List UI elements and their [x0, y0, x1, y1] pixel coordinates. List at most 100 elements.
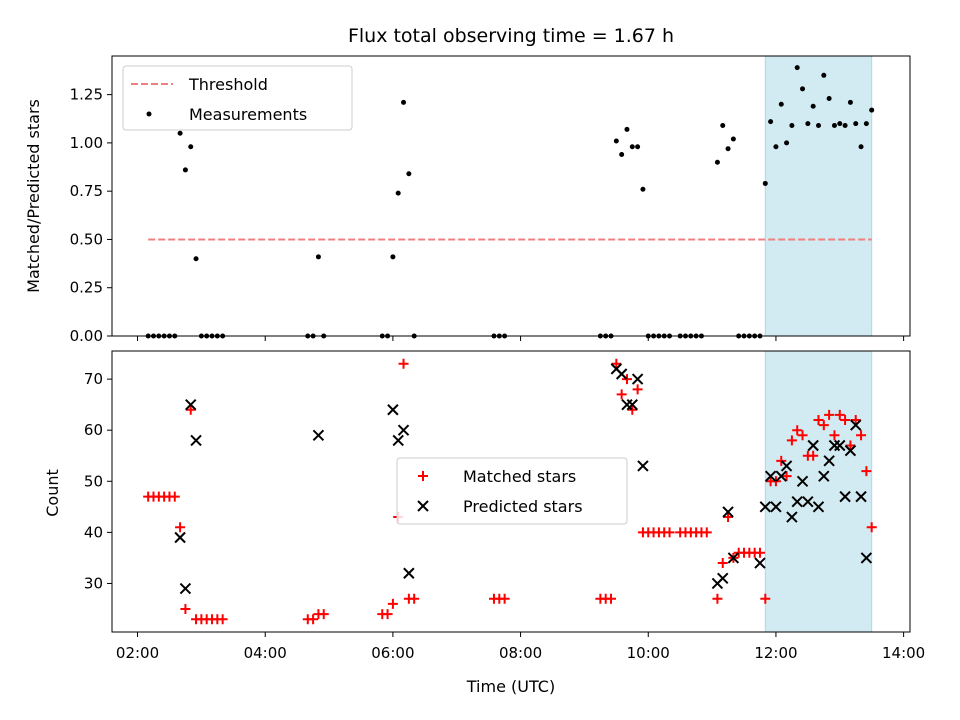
predicted-point: [791, 496, 803, 508]
matched-point: [754, 547, 765, 558]
matched-point: [781, 471, 792, 482]
measurement-point: [815, 123, 821, 129]
measurement-point: [714, 159, 720, 165]
bottom-legend-label: Predicted stars: [463, 497, 583, 516]
matched-point: [813, 414, 824, 425]
predicted-point: [775, 470, 787, 482]
matched-point: [318, 609, 329, 620]
top-legend-label: Threshold: [188, 75, 268, 94]
bottom-y-tick-label: 40: [84, 523, 103, 541]
predicted-point: [812, 501, 825, 513]
measurement-point: [869, 107, 875, 113]
predicted-point: [796, 475, 809, 487]
matched-point: [169, 491, 180, 502]
measurement-point: [768, 119, 774, 125]
predicted-point: [754, 557, 766, 569]
bottom-series-1: [174, 363, 873, 595]
chart-title: Flux total observing time = 1.67 h: [348, 25, 674, 47]
matched-point: [808, 450, 819, 461]
measurement-point: [826, 95, 832, 101]
x-tick-label: 04:00: [244, 644, 287, 662]
measurement-point: [831, 123, 837, 129]
predicted-point: [179, 582, 192, 595]
matched-point: [723, 512, 734, 523]
matched-point: [712, 593, 723, 604]
measurement-point: [619, 151, 625, 157]
matched-point: [856, 430, 867, 441]
top-axes-frame: [111, 55, 911, 337]
measurement-point: [863, 121, 869, 127]
bottom-shaded-region: [764, 350, 873, 633]
predicted-point: [392, 434, 404, 447]
predicted-point: [174, 531, 186, 544]
measurement-point: [188, 144, 194, 150]
measurement-point: [635, 144, 641, 150]
predicted-point: [397, 424, 410, 436]
matched-point: [409, 593, 420, 604]
predicted-point: [850, 419, 862, 431]
matched-point: [308, 614, 319, 625]
predicted-point: [770, 501, 782, 513]
matched-point: [627, 404, 638, 415]
measurement-point: [821, 72, 827, 78]
predicted-point: [818, 470, 830, 482]
matched-point: [824, 409, 835, 420]
top-y-tick-label: 0.50: [70, 230, 103, 248]
predicted-point: [190, 434, 202, 447]
measurement-point: [613, 138, 619, 144]
measurement-point: [842, 123, 848, 129]
measurement-point: [193, 256, 199, 262]
measurement-point: [629, 144, 635, 150]
matched-point: [834, 409, 845, 420]
bottom-legend-marker: [418, 471, 428, 481]
predicted-point: [312, 429, 325, 442]
bottom-panel: 30 40 50 60 70 02:00 04:00 06:00 08:00 10:00 12:00…: [84, 350, 925, 662]
top-y-tick-label: 0.75: [70, 182, 103, 200]
top-y-axis-label: Matched/Predicted stars: [24, 99, 43, 293]
x-tick-label: 06:00: [371, 644, 414, 662]
predicted-point: [403, 567, 415, 579]
predicted-point: [764, 470, 777, 482]
top-legend-marker: [146, 111, 152, 117]
predicted-point: [626, 398, 639, 411]
bottom-legend-box: [396, 457, 628, 525]
matched-point: [701, 527, 712, 538]
measurement-point: [773, 144, 779, 150]
predicted-point: [631, 373, 644, 385]
matched-point: [776, 455, 787, 466]
predicted-point: [839, 490, 851, 503]
matched-point: [185, 404, 196, 415]
matched-point: [845, 440, 856, 451]
matched-point: [664, 527, 675, 538]
predicted-point: [844, 444, 857, 457]
matched-point: [770, 476, 781, 487]
predicted-point: [807, 439, 819, 452]
matched-point: [606, 593, 617, 604]
matched-point: [797, 430, 808, 441]
matched-point: [829, 430, 840, 441]
predicted-point: [786, 511, 798, 523]
matched-point: [818, 420, 829, 431]
measurement-point: [858, 144, 864, 150]
predicted-point: [802, 496, 814, 508]
matched-point: [850, 414, 861, 425]
measurement-point: [640, 186, 646, 192]
matched-point: [717, 558, 728, 569]
matched-point: [611, 358, 622, 369]
measurement-point: [800, 86, 806, 92]
x-tick-label: 08:00: [499, 644, 542, 662]
predicted-point: [780, 460, 793, 472]
matched-point: [175, 522, 186, 533]
predicted-point: [722, 506, 734, 518]
measurement-point: [315, 254, 321, 260]
predicted-point: [387, 404, 399, 416]
predicted-point: [717, 572, 729, 585]
top-y-tick-label: 1.25: [70, 86, 103, 104]
measurement-point: [789, 123, 795, 129]
measurement-point: [720, 123, 726, 129]
measurement-point: [406, 171, 412, 177]
bottom-y-tick-label: 60: [84, 421, 103, 439]
measurement-point: [401, 99, 407, 105]
predicted-point: [823, 455, 835, 467]
